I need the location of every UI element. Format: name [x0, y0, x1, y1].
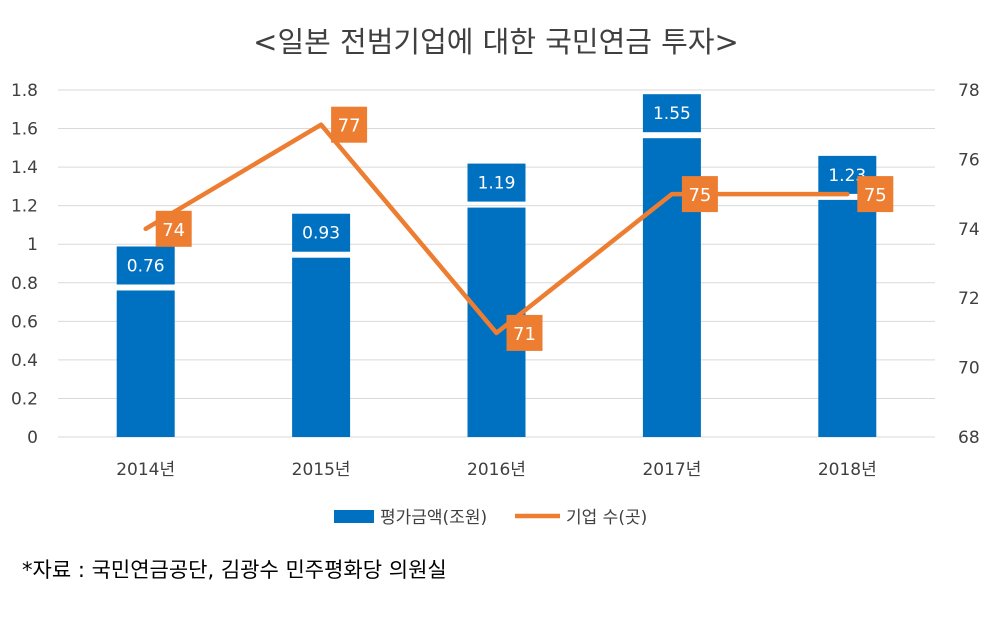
- chart-title: <일본 전범기업에 대한 국민연금 투자>: [253, 25, 739, 59]
- line-data-label: 74: [162, 220, 185, 241]
- bar-series: 0.76 0.93 1.19 1.55 1.23: [116, 94, 877, 437]
- line-data-label-box: [681, 176, 718, 213]
- line-series: 74 77 71 75 75: [143, 106, 894, 351]
- line-data-label: 75: [864, 185, 887, 206]
- category-label: 2014년: [116, 460, 175, 480]
- legend-line-label: 기업 수(곳): [566, 508, 647, 528]
- line-path: [143, 122, 850, 336]
- bar-data-label: 1.19: [478, 174, 516, 194]
- bar: [292, 257, 351, 437]
- legend-bar-label: 평가금액(조원): [380, 508, 487, 528]
- bar-data-label-box: [116, 246, 175, 285]
- right-axis-ticks: 68 70 72 74 76 78: [958, 81, 980, 448]
- line-data-label: 75: [688, 185, 711, 206]
- line-data-label: 77: [338, 116, 361, 137]
- category-label: 2016년: [467, 460, 526, 480]
- left-axis-tick-label: 1.6: [11, 120, 38, 140]
- left-axis-tick-label: 0.8: [11, 274, 38, 294]
- category-axis-labels: 2014년 2015년 2016년 2017년 2018년: [116, 460, 877, 480]
- left-axis-tick-label: 0.4: [11, 351, 38, 371]
- right-axis-tick-label: 78: [958, 81, 980, 101]
- bar-data-label: 1.55: [653, 104, 691, 124]
- right-axis-tick-label: 74: [958, 220, 980, 240]
- legend-bar-swatch: [334, 510, 374, 523]
- right-axis-tick-label: 72: [958, 289, 980, 309]
- bar: [818, 199, 877, 437]
- left-axis-tick-label: 0.2: [11, 389, 38, 409]
- source-note: *자료 : 국민연금공단, 김광수 민주평화당 의원실: [22, 558, 447, 582]
- bar-data-label-box: [292, 213, 351, 252]
- left-axis-tick-label: 1: [27, 235, 38, 255]
- left-axis-tick-label: 0: [27, 428, 38, 448]
- line-data-label-box: [857, 176, 894, 213]
- line-data-label: 71: [513, 324, 536, 345]
- bar: [116, 290, 175, 437]
- line-data-label-box: [506, 314, 543, 351]
- bar-data-label: 1.23: [828, 166, 866, 186]
- left-axis-tick-label: 1.4: [11, 158, 38, 178]
- category-label: 2015년: [292, 460, 351, 480]
- bar-data-label-box: [467, 163, 526, 202]
- line-data-label-box: [331, 106, 368, 143]
- category-label: 2017년: [642, 460, 701, 480]
- right-axis-tick-label: 76: [958, 150, 980, 170]
- bar-data-label: 0.76: [127, 256, 165, 276]
- right-axis-tick-label: 68: [958, 428, 980, 448]
- category-label: 2018년: [818, 460, 877, 480]
- left-axis-tick-label: 1.2: [11, 197, 38, 217]
- bar-data-label-box: [642, 94, 701, 133]
- left-axis-tick-label: 1.8: [11, 81, 38, 101]
- left-axis-tick-label: 0.6: [11, 312, 38, 332]
- right-axis-tick-label: 70: [958, 359, 980, 379]
- line-data-label-box: [155, 210, 192, 247]
- left-axis-ticks: 0 0.2 0.4 0.6 0.8 1 1.2 1.4 1.6 1.8: [11, 81, 38, 448]
- bar-data-label: 0.93: [302, 224, 340, 244]
- legend: 평가금액(조원) 기업 수(곳): [334, 508, 647, 528]
